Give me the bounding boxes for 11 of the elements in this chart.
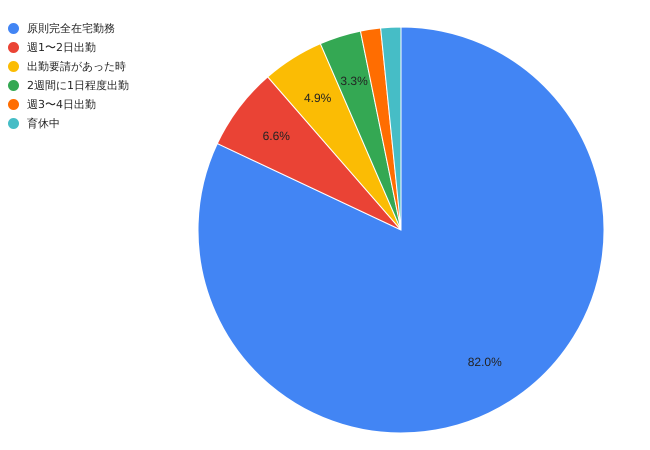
data-label: 4.9% bbox=[304, 90, 332, 105]
data-label: 82.0% bbox=[468, 354, 502, 369]
legend-label: 出勤要請があった時 bbox=[27, 59, 126, 75]
legend-label: 2週間に1日程度出勤 bbox=[27, 78, 129, 94]
legend-label: 週1〜2日出勤 bbox=[27, 40, 96, 56]
pie-slice bbox=[198, 26, 604, 434]
data-label: 6.6% bbox=[262, 128, 290, 143]
data-label: 3.3% bbox=[340, 74, 368, 88]
legend-label: 原則完全在宅勤務 bbox=[27, 21, 115, 37]
legend-label: 育休中 bbox=[27, 116, 60, 132]
legend-label: 週3〜4日出勤 bbox=[27, 97, 96, 113]
